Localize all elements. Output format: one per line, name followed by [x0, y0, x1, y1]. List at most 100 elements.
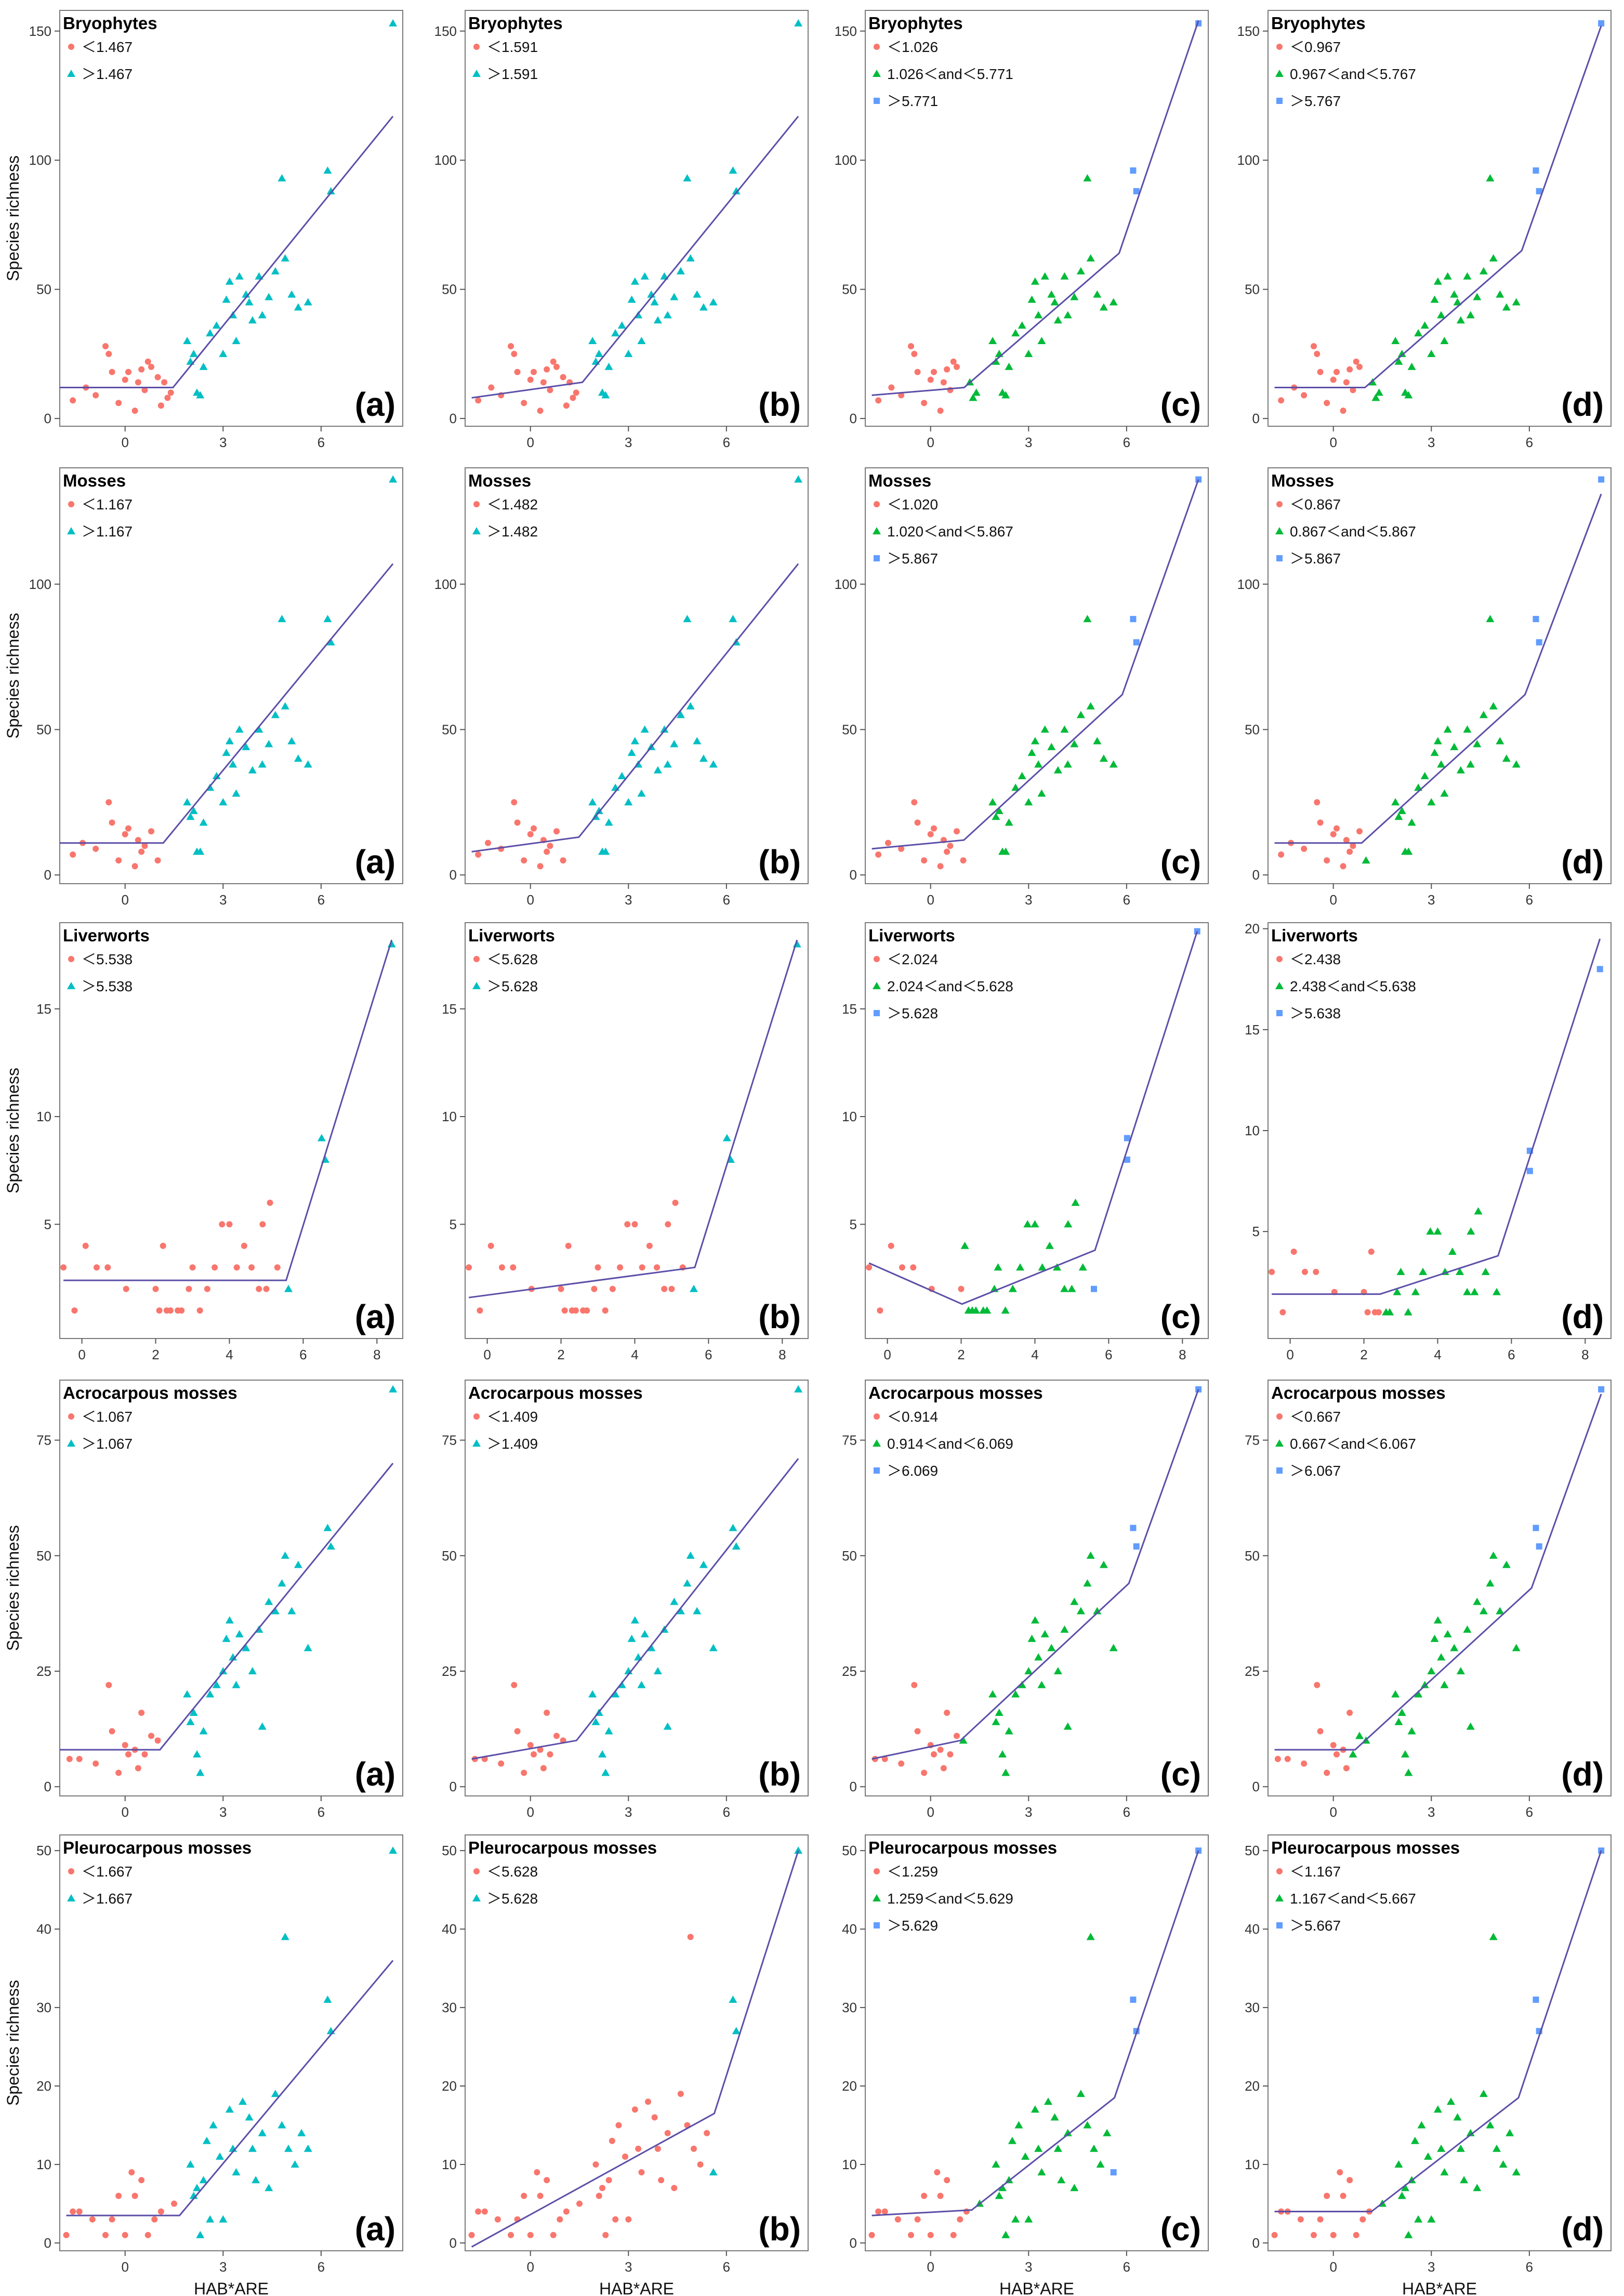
regression-line [872, 20, 1199, 396]
data-point [709, 2168, 718, 2176]
y-axis-label: Species richness [4, 613, 22, 739]
legend-label: ＞1.467 [82, 66, 133, 82]
data-point [115, 400, 122, 406]
data-point [171, 2200, 177, 2207]
data-point [1034, 311, 1043, 319]
data-point [1024, 1667, 1033, 1674]
data-point [258, 311, 267, 319]
plot-frame [1267, 1834, 1612, 2251]
data-point [1031, 1220, 1039, 1228]
x-tick-label: 8 [1179, 1347, 1186, 1362]
plot-frame [865, 922, 1209, 1339]
legend-label: ＞5.667 [1290, 1918, 1341, 1934]
x-tick-label: 3 [1428, 435, 1435, 450]
panel-title: Pleurocarpous mosses [1271, 1838, 1460, 1857]
data-point [604, 818, 613, 826]
panel-letter: (c) [1160, 1298, 1201, 1335]
data-point [1430, 295, 1439, 303]
y-tick-label: 100 [434, 576, 457, 592]
x-tick-label: 3 [625, 435, 632, 450]
x-tick-label: 3 [1025, 2259, 1032, 2275]
data-point [927, 2232, 934, 2238]
legend-label: 2.024＜and＜5.628 [887, 978, 1013, 994]
data-point [537, 863, 544, 870]
data-point [1407, 1727, 1416, 1735]
data-point [1124, 1135, 1130, 1142]
data-point [617, 772, 626, 780]
data-point [1070, 2184, 1079, 2192]
data-point [167, 1307, 174, 1314]
y-tick-label: 150 [835, 23, 857, 39]
data-point [206, 329, 215, 337]
data-point [219, 798, 228, 806]
legend-marker [1276, 44, 1283, 50]
data-point [1364, 1309, 1371, 1316]
data-point [222, 1634, 231, 1642]
data-point [1195, 476, 1202, 483]
data-point [732, 1542, 741, 1550]
plot-frame [465, 1380, 809, 1796]
data-point [122, 1742, 128, 1749]
data-point [258, 760, 267, 768]
x-tick-label: 6 [318, 2259, 325, 2275]
data-point [1083, 174, 1092, 181]
data-point [584, 1307, 590, 1314]
data-point [105, 1682, 112, 1688]
x-tick-label: 0 [483, 1347, 491, 1362]
legend-label: ＞5.767 [1290, 93, 1341, 109]
data-point [911, 350, 918, 357]
legend-label: ＜5.628 [487, 951, 538, 967]
panel-1-4: 0 50 100 150 0 3 6 Bryophytes ＜0.967 0.967＜and＜5.… [1237, 10, 1612, 450]
legend-marker [1276, 1868, 1283, 1874]
data-point [570, 395, 576, 401]
data-point [1103, 2129, 1112, 2136]
data-point [1031, 737, 1039, 744]
y-tick-label: 0 [850, 1779, 857, 1794]
legend-marker [1276, 555, 1283, 561]
x-tick-label: 3 [219, 892, 227, 908]
data-point [216, 2152, 224, 2160]
y-tick-label: 50 [842, 1843, 857, 1858]
data-point [271, 711, 280, 718]
data-point [1356, 363, 1363, 370]
data-point [868, 2232, 875, 2238]
data-point [957, 2216, 963, 2223]
panel-3-3: 5 10 15 0 2 4 6 8 Liverworts ＜2.024 2.024＜and＜5.62… [842, 922, 1209, 1362]
data-point [732, 187, 741, 194]
data-point [1018, 1681, 1026, 1688]
y-tick-label: 150 [434, 23, 457, 39]
data-point [183, 1690, 192, 1698]
data-point [514, 369, 521, 375]
data-point [640, 272, 649, 280]
x-tick-label: 6 [1526, 435, 1533, 450]
y-tick-label: 75 [1245, 1433, 1260, 1448]
data-point [1076, 267, 1085, 274]
data-point [1343, 837, 1350, 844]
data-point [481, 2208, 488, 2215]
panel-title: Bryophytes [1271, 14, 1366, 33]
data-point [232, 1681, 241, 1688]
data-point [676, 1607, 685, 1615]
legend-label: ＜1.167 [82, 496, 133, 513]
data-point [135, 379, 141, 386]
data-point [911, 799, 918, 806]
data-point [1512, 1644, 1521, 1651]
plot-frame [59, 1380, 403, 1796]
legend-label: 1.020＜and＜5.867 [887, 523, 1013, 540]
data-point [794, 1385, 803, 1393]
panel-letter: (c) [1160, 1755, 1201, 1793]
data-point [1456, 2144, 1465, 2152]
data-point [927, 376, 934, 383]
data-point [1086, 1551, 1095, 1559]
data-point [670, 293, 679, 300]
data-point [944, 2177, 950, 2184]
data-point [1343, 1765, 1350, 1772]
x-tick-label: 0 [526, 892, 534, 908]
data-point [604, 362, 613, 370]
data-point [527, 831, 534, 837]
x-tick-label: 6 [318, 892, 325, 908]
panel-letter: (b) [758, 1298, 801, 1335]
panel-letter: (a) [355, 386, 395, 423]
data-point [1099, 303, 1108, 311]
data-point [1407, 362, 1416, 370]
